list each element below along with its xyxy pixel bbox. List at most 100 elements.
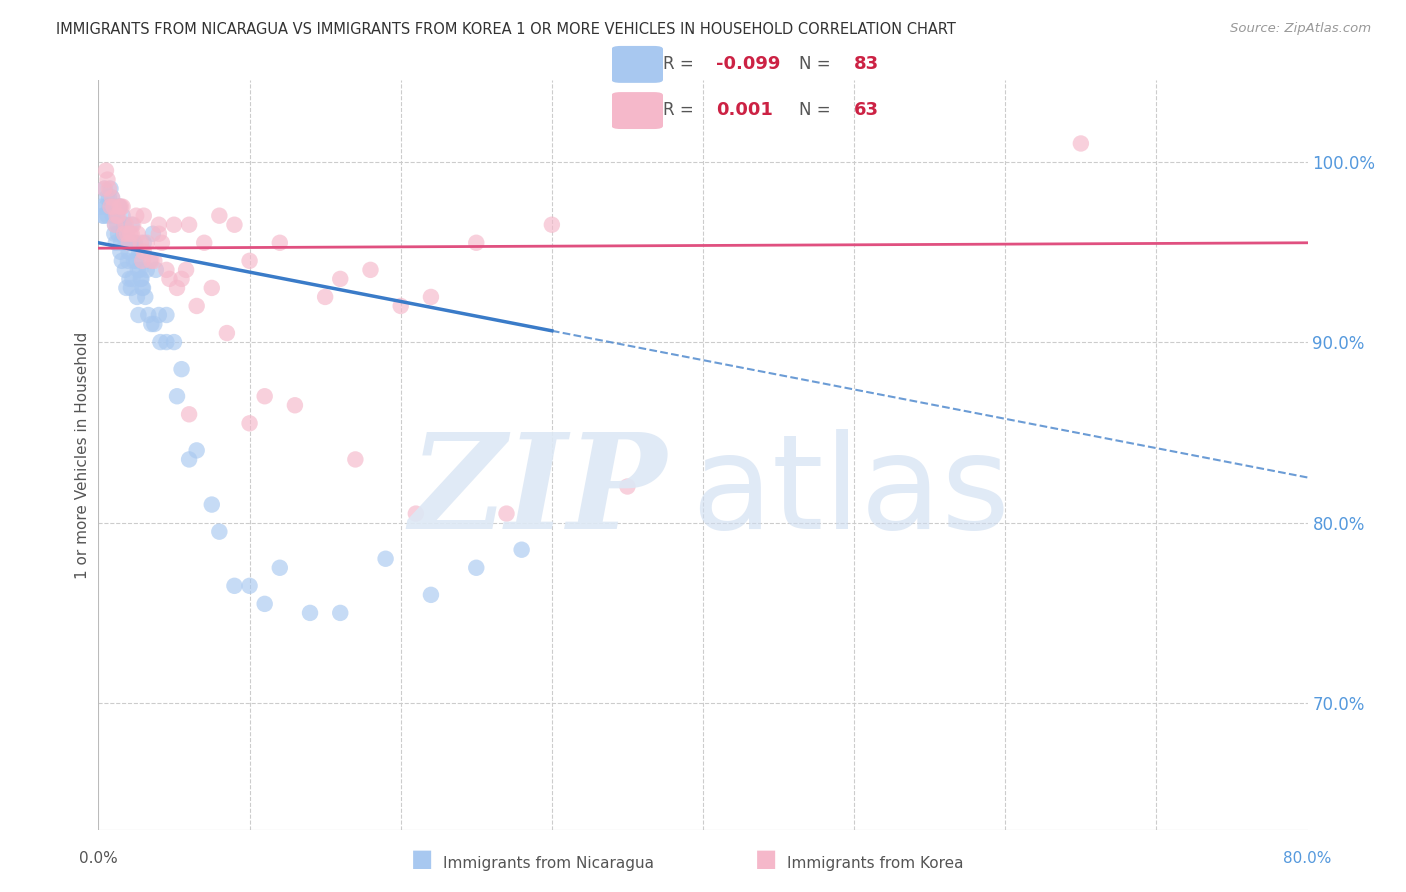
Point xyxy=(284,398,307,412)
Point xyxy=(112,227,135,241)
Point xyxy=(131,272,153,286)
Point xyxy=(105,209,128,223)
Point xyxy=(420,290,443,304)
Point xyxy=(239,417,262,431)
Point xyxy=(111,209,134,223)
Point xyxy=(314,290,336,304)
Point xyxy=(148,227,170,241)
Point xyxy=(135,263,157,277)
Point xyxy=(344,452,367,467)
Point xyxy=(93,181,115,195)
Point xyxy=(179,407,201,421)
Point xyxy=(104,218,127,232)
Point xyxy=(108,200,131,214)
Point xyxy=(155,334,177,349)
Point xyxy=(465,235,488,250)
Point xyxy=(149,334,172,349)
Point xyxy=(253,389,276,403)
Point xyxy=(201,281,224,295)
Point xyxy=(465,561,488,575)
Point xyxy=(110,244,132,259)
Point xyxy=(125,209,148,223)
Point xyxy=(329,272,352,286)
Point xyxy=(170,272,193,286)
Point xyxy=(100,200,122,214)
Point xyxy=(166,281,188,295)
Point xyxy=(145,263,167,277)
Point xyxy=(118,272,141,286)
Point xyxy=(104,235,127,250)
Point xyxy=(389,299,412,313)
Point xyxy=(201,498,224,512)
Text: Immigrants from Nicaragua: Immigrants from Nicaragua xyxy=(443,855,654,871)
Point xyxy=(122,253,145,268)
Point xyxy=(120,227,142,241)
Text: -0.099: -0.099 xyxy=(716,55,780,73)
Point xyxy=(142,227,165,241)
Text: ZIP: ZIP xyxy=(409,428,666,557)
Point xyxy=(139,253,162,268)
Text: 83: 83 xyxy=(853,55,879,73)
Point xyxy=(132,244,155,259)
Point xyxy=(114,235,136,250)
Point xyxy=(108,200,131,214)
Point xyxy=(132,209,155,223)
Point xyxy=(269,235,291,250)
Point xyxy=(136,308,159,322)
Point xyxy=(110,235,132,250)
Point xyxy=(166,389,188,403)
Y-axis label: 1 or more Vehicles in Household: 1 or more Vehicles in Household xyxy=(75,331,90,579)
Point xyxy=(121,227,143,241)
Point xyxy=(115,235,138,250)
Point xyxy=(115,281,138,295)
Point xyxy=(134,290,156,304)
Point xyxy=(141,253,163,268)
Point xyxy=(121,218,143,232)
Point xyxy=(186,299,208,313)
FancyBboxPatch shape xyxy=(612,46,664,83)
Point xyxy=(127,227,149,241)
Text: Immigrants from Korea: Immigrants from Korea xyxy=(787,855,965,871)
Point xyxy=(104,218,127,232)
Text: R =: R = xyxy=(664,101,704,119)
Point xyxy=(118,235,141,250)
Point xyxy=(131,281,153,295)
Point xyxy=(90,200,112,214)
Point xyxy=(186,443,208,458)
Point xyxy=(179,218,201,232)
Point xyxy=(150,235,173,250)
Point xyxy=(170,362,193,376)
Point xyxy=(108,200,131,214)
Text: atlas: atlas xyxy=(690,429,1010,556)
Point xyxy=(91,209,114,223)
Point xyxy=(128,244,150,259)
Point xyxy=(120,281,142,295)
Point xyxy=(101,209,124,223)
Point xyxy=(105,218,128,232)
Point xyxy=(121,272,143,286)
Text: ■: ■ xyxy=(755,847,778,871)
Point xyxy=(616,479,638,493)
Point xyxy=(163,334,186,349)
Point xyxy=(148,308,170,322)
Point xyxy=(111,253,134,268)
Point xyxy=(132,281,155,295)
Point xyxy=(215,326,238,340)
Point xyxy=(143,317,166,331)
Point xyxy=(131,253,153,268)
Point xyxy=(98,200,121,214)
Point xyxy=(125,290,148,304)
Point xyxy=(122,218,145,232)
Text: 0.0%: 0.0% xyxy=(79,851,118,866)
Text: 80.0%: 80.0% xyxy=(1284,851,1331,866)
Point xyxy=(93,181,115,195)
Point xyxy=(299,606,322,620)
Point xyxy=(141,317,163,331)
Point xyxy=(115,227,138,241)
Point xyxy=(239,579,262,593)
Point xyxy=(360,263,382,277)
Point xyxy=(1070,136,1092,151)
Point xyxy=(148,218,170,232)
Point xyxy=(112,227,135,241)
Point xyxy=(112,218,135,232)
